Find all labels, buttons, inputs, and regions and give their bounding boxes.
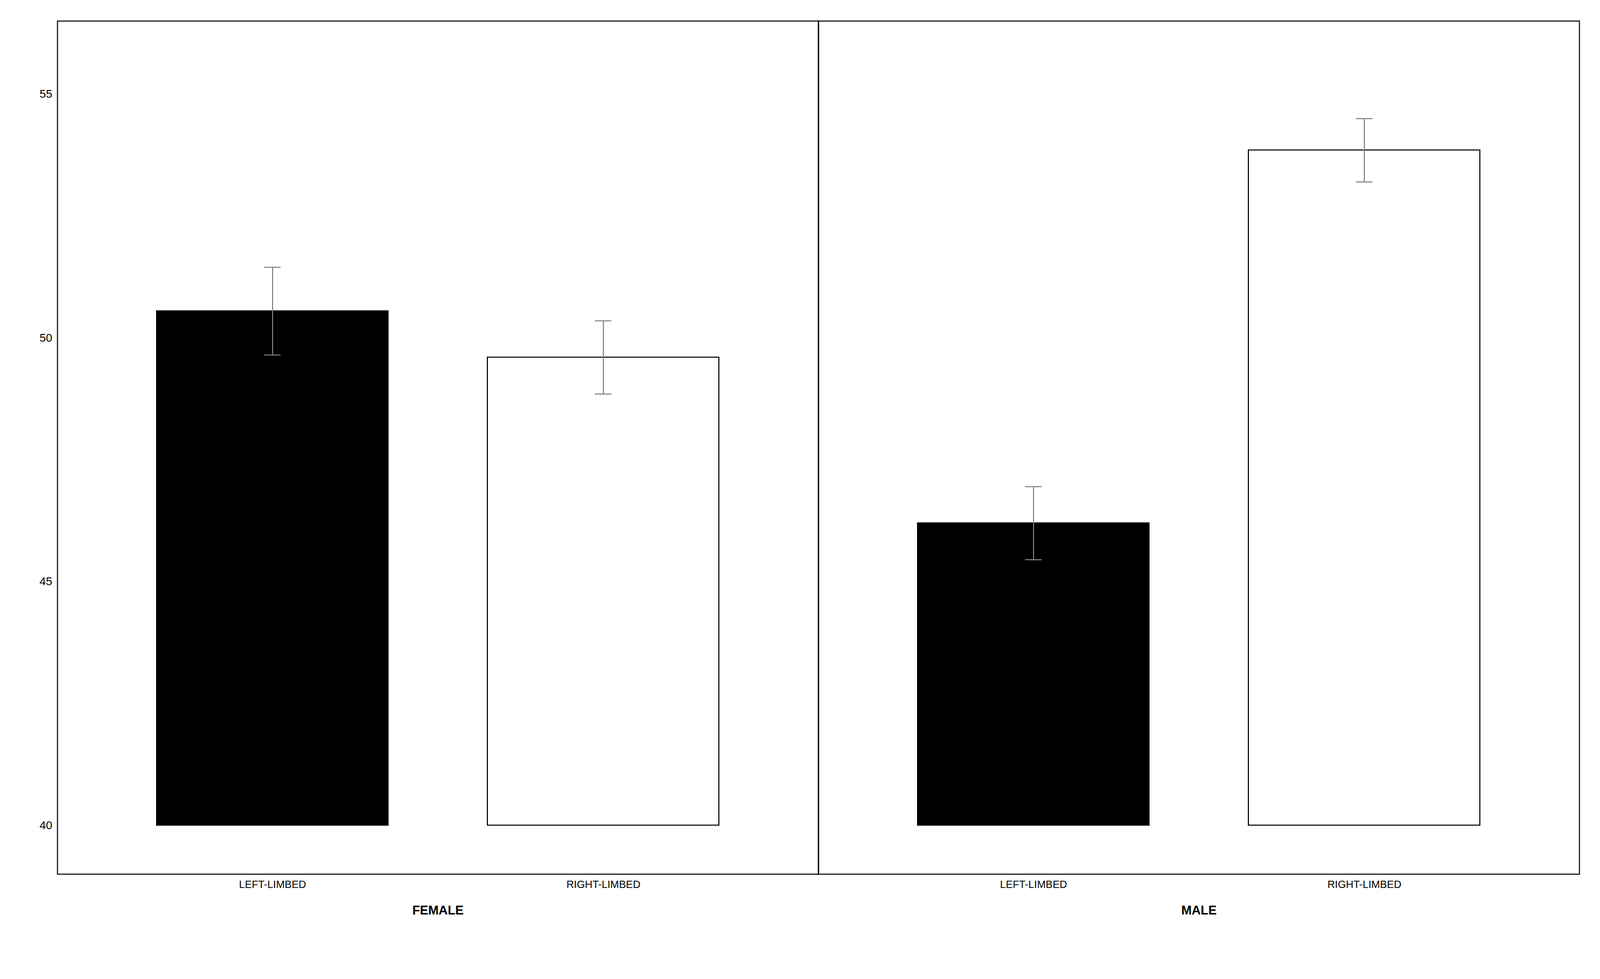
svg-text:45: 45: [39, 574, 53, 588]
svg-text:40: 40: [39, 818, 53, 832]
svg-text:MALE: MALE: [1181, 902, 1217, 918]
svg-text:FEMALE: FEMALE: [412, 902, 464, 918]
svg-text:50: 50: [39, 331, 53, 345]
svg-text:55: 55: [39, 87, 53, 101]
svg-text:RIGHT-LIMBED: RIGHT-LIMBED: [566, 878, 641, 890]
svg-text:LEFT-LIMBED: LEFT-LIMBED: [239, 878, 307, 890]
svg-text:RIGHT-LIMBED: RIGHT-LIMBED: [1327, 878, 1402, 890]
svg-text:LEFT-LIMBED: LEFT-LIMBED: [1000, 878, 1068, 890]
